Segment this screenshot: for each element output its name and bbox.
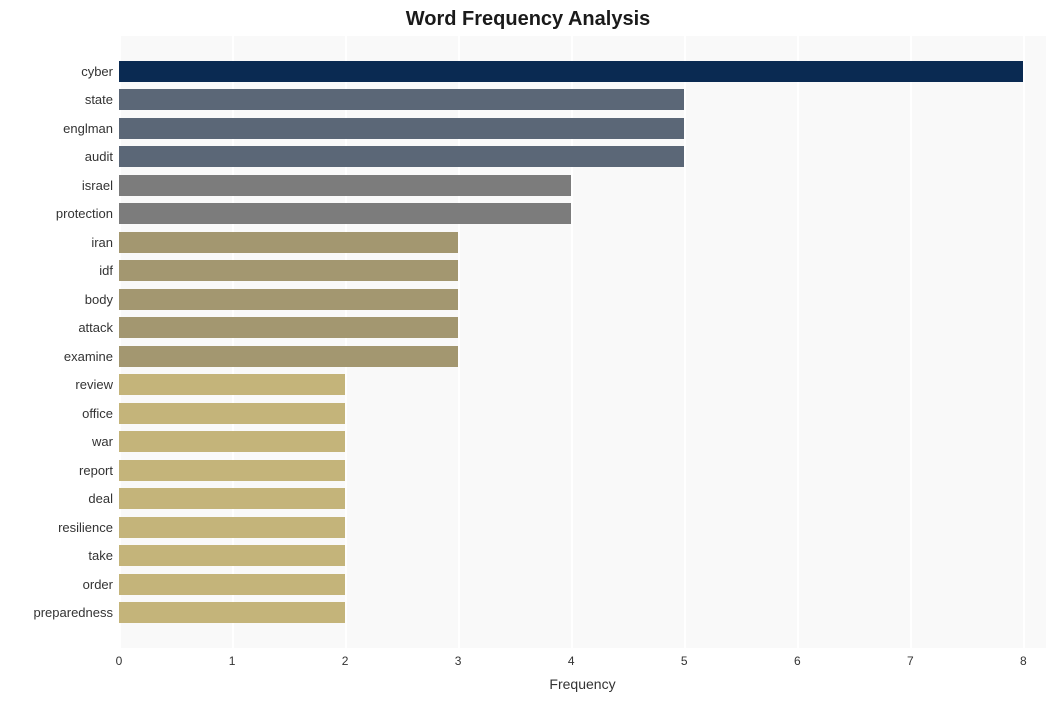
bar	[119, 146, 684, 167]
y-tick-label: examine	[64, 349, 113, 364]
y-tick-label: preparedness	[34, 605, 114, 620]
x-tick-label: 4	[568, 654, 575, 668]
bar	[119, 431, 345, 452]
bar	[119, 488, 345, 509]
y-tick-label: israel	[82, 178, 113, 193]
bar	[119, 232, 458, 253]
grid-line	[797, 36, 799, 648]
y-tick-label: attack	[78, 320, 113, 335]
y-tick-label: audit	[85, 149, 113, 164]
x-tick-label: 5	[681, 654, 688, 668]
bar	[119, 517, 345, 538]
bar	[119, 574, 345, 595]
grid-line	[1023, 36, 1025, 648]
chart-container: Word Frequency Analysis Frequency cyber s…	[0, 0, 1056, 701]
x-tick-label: 8	[1020, 654, 1027, 668]
bar	[119, 460, 345, 481]
x-tick-label: 3	[455, 654, 462, 668]
bar	[119, 118, 684, 139]
x-tick-label: 2	[342, 654, 349, 668]
grid-line	[684, 36, 686, 648]
y-tick-label: body	[85, 292, 113, 307]
bar	[119, 317, 458, 338]
y-tick-label: resilience	[58, 520, 113, 535]
y-tick-label: state	[85, 92, 113, 107]
y-tick-label: review	[75, 377, 113, 392]
y-tick-label: iran	[91, 235, 113, 250]
bar	[119, 545, 345, 566]
bar	[119, 89, 684, 110]
bar	[119, 289, 458, 310]
bar	[119, 203, 571, 224]
y-tick-label: report	[79, 463, 113, 478]
bar	[119, 175, 571, 196]
bar	[119, 374, 345, 395]
y-tick-label: englman	[63, 121, 113, 136]
bar	[119, 403, 345, 424]
bar	[119, 61, 1023, 82]
x-axis-label: Frequency	[119, 676, 1046, 692]
bar	[119, 346, 458, 367]
y-tick-label: idf	[99, 263, 113, 278]
y-tick-label: office	[82, 406, 113, 421]
y-tick-label: order	[83, 577, 113, 592]
y-tick-label: war	[92, 434, 113, 449]
x-tick-label: 1	[229, 654, 236, 668]
chart-title: Word Frequency Analysis	[0, 8, 1056, 31]
y-tick-label: protection	[56, 206, 113, 221]
x-tick-label: 0	[116, 654, 123, 668]
bar	[119, 260, 458, 281]
y-tick-label: deal	[88, 491, 113, 506]
y-tick-label: cyber	[81, 64, 113, 79]
x-tick-label: 6	[794, 654, 801, 668]
x-tick-label: 7	[907, 654, 914, 668]
bar	[119, 602, 345, 623]
y-tick-label: take	[88, 548, 113, 563]
grid-line	[910, 36, 912, 648]
plot-area	[119, 36, 1046, 648]
